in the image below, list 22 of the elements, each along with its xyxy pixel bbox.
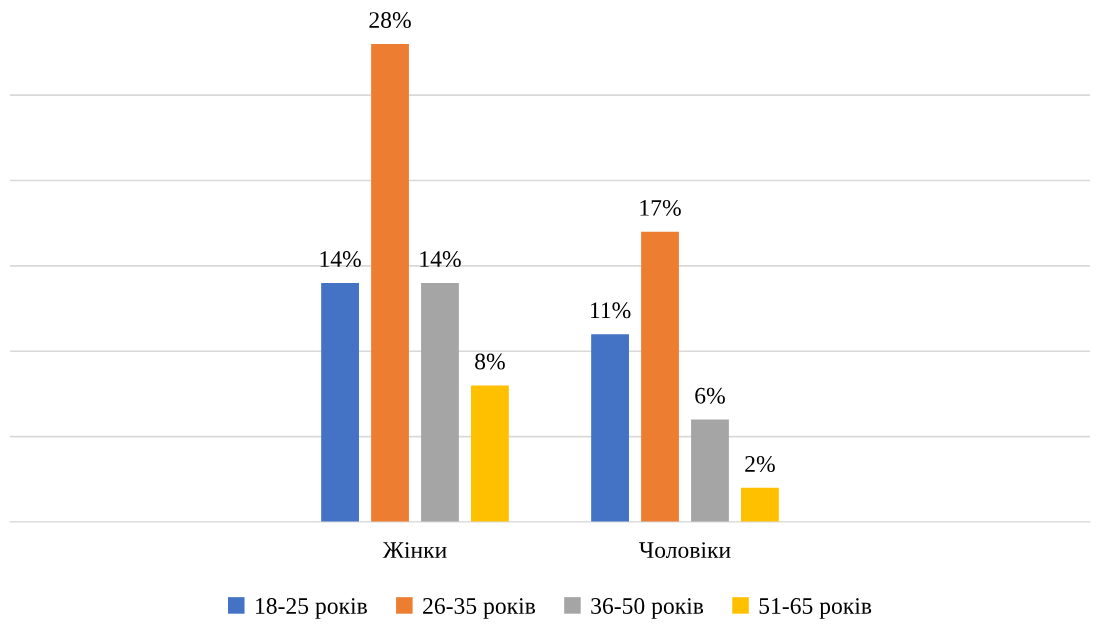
legend-label: 51-65 років bbox=[759, 598, 872, 619]
x-tick-label: Чоловіки bbox=[639, 542, 731, 559]
data-label: 28% bbox=[369, 12, 411, 29]
bar bbox=[641, 231, 679, 522]
bar bbox=[421, 282, 459, 522]
bar bbox=[691, 419, 729, 522]
bar bbox=[591, 334, 629, 522]
bar bbox=[471, 385, 509, 522]
legend-label: 18-25 років bbox=[256, 597, 367, 619]
data-label: 17% bbox=[640, 199, 681, 216]
x-tick-label: Жінки bbox=[382, 542, 447, 558]
data-label: 14% bbox=[420, 251, 461, 268]
data-label: 8% bbox=[475, 353, 505, 370]
data-label: 14% bbox=[320, 251, 361, 268]
data-label: 11% bbox=[590, 302, 631, 319]
legend-label: 26-35 років bbox=[423, 598, 536, 619]
bar bbox=[371, 43, 409, 522]
bar bbox=[741, 487, 779, 522]
legend-label: 36-50 років bbox=[591, 597, 704, 619]
data-label: 6% bbox=[695, 387, 725, 404]
data-label: 2% bbox=[745, 456, 775, 473]
bar bbox=[321, 282, 359, 522]
